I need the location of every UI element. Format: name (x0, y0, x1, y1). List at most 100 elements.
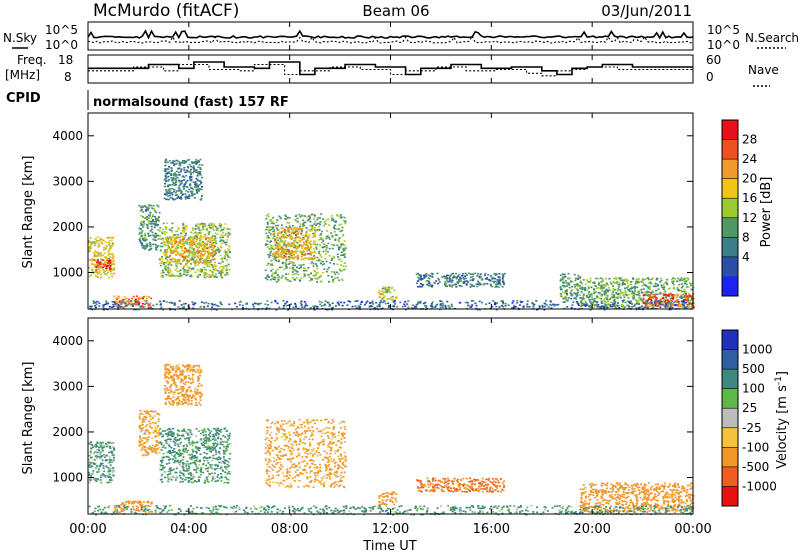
cell-r3 (151, 215, 154, 217)
cell-r10 (415, 273, 418, 276)
cell-r3 (154, 236, 157, 239)
cell-r2 (149, 431, 152, 434)
cell-r14 (500, 300, 503, 303)
cell-r2 (145, 424, 148, 426)
cell-r6 (167, 195, 170, 197)
cell-r14 (485, 303, 488, 305)
cell-r3 (148, 241, 151, 244)
cell-r7 (293, 226, 296, 229)
cell-r4 (184, 259, 187, 261)
cell-r12 (629, 281, 632, 283)
cell-r9 (381, 298, 384, 301)
cell-r14 (383, 300, 386, 302)
cell-r10 (479, 282, 482, 285)
cell-r0 (96, 240, 99, 243)
cell-r11 (571, 293, 574, 296)
cell-r6 (195, 189, 198, 191)
cell-r3 (147, 233, 150, 236)
cell-r7 (313, 223, 316, 225)
cell-r8 (275, 245, 278, 248)
cell-r3 (140, 244, 143, 247)
cell-r6 (193, 167, 196, 170)
cell-r0 (89, 466, 92, 468)
cell-r14 (476, 309, 479, 311)
cell-r6 (170, 192, 173, 194)
cell-r8 (306, 239, 309, 241)
cell-r6 (163, 185, 166, 188)
cell-r14 (666, 304, 669, 307)
cell-r6 (173, 164, 176, 166)
cell-r6 (185, 171, 188, 173)
cell-r7 (335, 220, 337, 222)
cell-r12 (668, 302, 670, 305)
cell-r4 (226, 273, 229, 276)
cell-r7 (270, 245, 273, 248)
cell-r8 (291, 231, 294, 234)
cell-r7 (317, 277, 320, 279)
cell-r13 (660, 300, 663, 303)
cell-r4 (217, 251, 220, 253)
cell-r14 (447, 304, 450, 307)
cell-r13 (667, 306, 669, 309)
cell-r4 (218, 262, 220, 265)
cell-r14 (571, 304, 574, 306)
cell-r0 (101, 449, 104, 452)
cell-r14 (219, 302, 222, 305)
cell-r6 (180, 182, 183, 185)
cell-r12 (622, 282, 625, 285)
cell-r0 (107, 258, 110, 260)
cell-r10 (438, 281, 441, 283)
cell-r14 (645, 301, 647, 303)
cell-r6 (165, 198, 168, 201)
cell-r11 (577, 283, 579, 286)
cell-r2 (113, 295, 116, 298)
cell-r6 (200, 188, 203, 191)
cell-r6 (165, 192, 168, 194)
cell-r11 (568, 284, 571, 286)
cell-r10 (497, 283, 500, 285)
cell-r10 (423, 277, 426, 279)
cell-r2 (141, 302, 144, 305)
cell-r12 (584, 287, 587, 289)
cell-r7 (267, 236, 270, 239)
cell-r7 (328, 255, 331, 257)
cell-r12 (683, 278, 685, 280)
cell-r10 (426, 283, 429, 286)
cell-r14 (391, 305, 394, 308)
cell-r4 (209, 225, 212, 227)
cell-r6 (170, 174, 173, 176)
cell-r3 (146, 227, 149, 230)
cell-r11 (565, 290, 568, 293)
cell-r12 (581, 286, 584, 289)
cell-r0 (93, 241, 96, 243)
cell-r5 (198, 257, 201, 260)
cell-r1 (144, 505, 147, 507)
cell-r4 (178, 262, 181, 264)
cell-r4 (223, 241, 226, 244)
cell-r3 (151, 214, 154, 216)
cell-r7 (315, 248, 318, 250)
cell-r12 (617, 288, 620, 290)
cell-r7 (320, 213, 323, 215)
cell-r7 (281, 266, 284, 268)
cell-r2 (140, 438, 143, 440)
cell-r0 (102, 259, 105, 261)
power-ylabel: Slant Range [km] (21, 156, 36, 269)
cell-r10 (471, 279, 474, 282)
cell-r7 (292, 264, 295, 267)
cell-r4 (203, 246, 206, 248)
cell-r7 (344, 247, 347, 249)
cell-r4 (175, 275, 178, 277)
cell-r6 (183, 169, 186, 171)
cell-r0 (108, 468, 111, 471)
cell-r10 (421, 284, 424, 286)
cell-r14 (159, 300, 162, 303)
cell-r3 (176, 443, 179, 446)
cell-r14 (316, 305, 319, 308)
cell-r0 (96, 236, 99, 238)
cell-r12 (667, 288, 670, 290)
cell-r13 (650, 298, 653, 301)
cell-r7 (295, 277, 298, 279)
cell-r10 (502, 280, 505, 282)
cell-r4 (227, 236, 229, 239)
